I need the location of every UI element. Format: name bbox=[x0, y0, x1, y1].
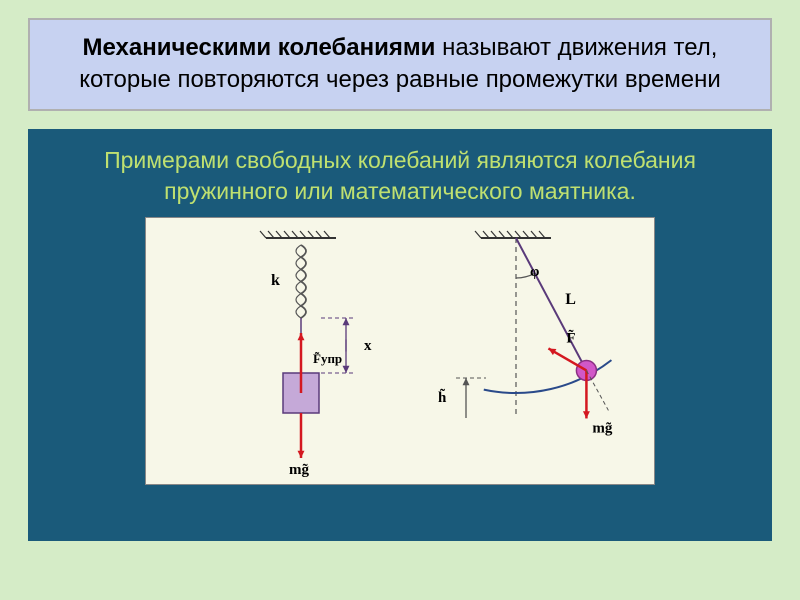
svg-text:k: k bbox=[271, 272, 280, 289]
pendulum-diagram: k F̃упр x mg̃ φ L F̃ mg̃ h̃ bbox=[145, 217, 655, 485]
svg-text:F̃упр: F̃упр bbox=[313, 351, 342, 366]
content-box: Примерами свободных колебаний являются к… bbox=[28, 129, 772, 541]
svg-text:φ: φ bbox=[530, 264, 539, 280]
svg-text:h̃: h̃ bbox=[438, 388, 447, 406]
definition-bold: Механическими колебаниями bbox=[83, 34, 436, 61]
svg-text:x: x bbox=[364, 338, 372, 354]
definition-box: Механическими колебаниями называют движе… bbox=[28, 18, 772, 111]
svg-text:F̃: F̃ bbox=[566, 329, 575, 346]
svg-text:L: L bbox=[565, 291, 576, 308]
examples-text: Примерами свободных колебаний являются к… bbox=[68, 145, 732, 207]
svg-text:mg̃: mg̃ bbox=[289, 462, 309, 478]
svg-text:mg̃: mg̃ bbox=[592, 420, 612, 436]
